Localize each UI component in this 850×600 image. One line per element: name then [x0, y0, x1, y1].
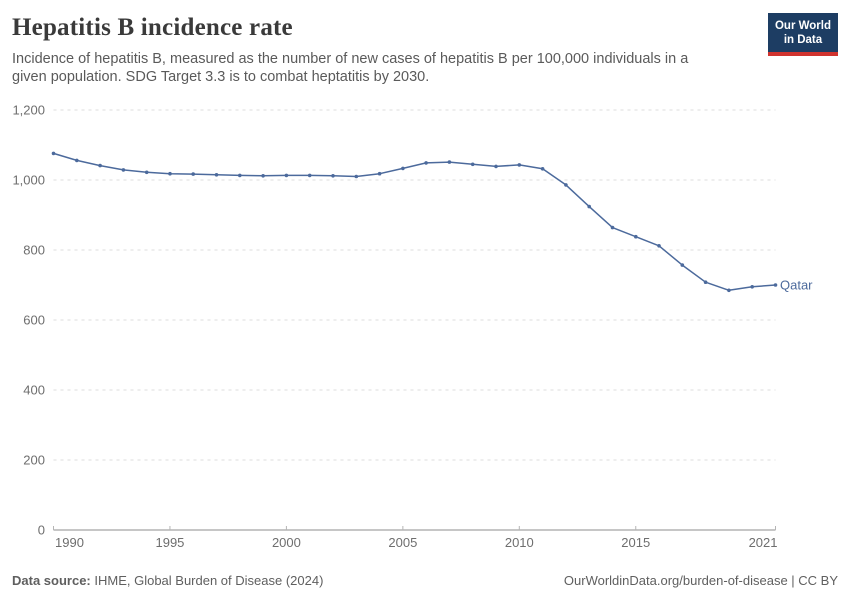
data-point[interactable] [284, 173, 289, 178]
data-point[interactable] [470, 162, 475, 167]
data-point[interactable] [773, 283, 778, 287]
x-tick-label: 1990 [55, 535, 84, 550]
data-point[interactable] [168, 171, 172, 176]
data-point[interactable] [214, 173, 219, 177]
data-point[interactable] [447, 160, 452, 164]
y-tick-label: 1,200 [12, 103, 45, 118]
data-point[interactable] [377, 171, 382, 176]
credit-link[interactable]: OurWorldinData.org/burden-of-disease | C… [563, 573, 838, 588]
data-point[interactable] [238, 173, 242, 178]
data-point[interactable] [587, 204, 591, 209]
data-point[interactable] [703, 280, 708, 285]
owid-logo-line1: Our World [774, 20, 831, 32]
chart-footer: Data source: IHME, Global Burden of Dise… [12, 573, 838, 588]
data-source-value: IHME, Global Burden of Disease (2024) [90, 573, 324, 588]
chart-subtitle: Incidence of hepatitis B, measured as th… [12, 51, 689, 85]
data-point[interactable] [354, 174, 359, 179]
x-tick-label: 2010 [505, 535, 534, 550]
y-tick-label: 400 [23, 383, 45, 398]
data-point[interactable] [424, 161, 428, 165]
data-point[interactable] [494, 164, 498, 169]
data-point[interactable] [610, 225, 615, 230]
chart-title: Hepatitis B incidence rate [12, 14, 293, 41]
data-point[interactable] [680, 263, 685, 267]
data-point[interactable] [750, 285, 754, 289]
y-tick-label: 0 [38, 523, 45, 538]
data-point[interactable] [121, 168, 126, 172]
data-point[interactable] [307, 173, 312, 178]
trend-line [53, 152, 776, 292]
y-tick-label: 1,000 [12, 173, 45, 188]
x-tick-label: 2005 [388, 535, 417, 550]
y-tick-label: 600 [23, 313, 45, 328]
data-source: Data source: IHME, Global Burden of Dise… [12, 573, 323, 588]
data-point[interactable] [657, 244, 661, 248]
data-source-label: Data source: [12, 573, 91, 588]
data-point[interactable] [727, 288, 731, 293]
x-tick-label: 2000 [272, 535, 301, 550]
x-tick-label: 2015 [621, 535, 650, 550]
series-label-qatar[interactable]: Qatar [780, 278, 813, 293]
data-point[interactable] [144, 170, 149, 175]
data-point[interactable] [401, 166, 405, 171]
data-point[interactable] [331, 174, 335, 178]
data-point[interactable] [191, 172, 195, 176]
data-point[interactable] [564, 183, 568, 187]
data-point[interactable] [98, 163, 102, 168]
data-point[interactable] [634, 234, 638, 239]
y-tick-label: 800 [23, 243, 45, 258]
y-tick-label: 200 [23, 453, 45, 468]
data-point[interactable] [51, 151, 56, 156]
data-point[interactable] [75, 158, 79, 163]
x-tick-label: 2021 [749, 535, 778, 550]
data-point[interactable] [540, 167, 545, 171]
owid-logo-line2: in Data [783, 34, 823, 47]
owid-logo[interactable]: Our World in Data [767, 13, 838, 56]
data-point[interactable] [261, 174, 265, 178]
data-point[interactable] [517, 163, 522, 167]
x-tick-label: 1995 [155, 535, 184, 550]
